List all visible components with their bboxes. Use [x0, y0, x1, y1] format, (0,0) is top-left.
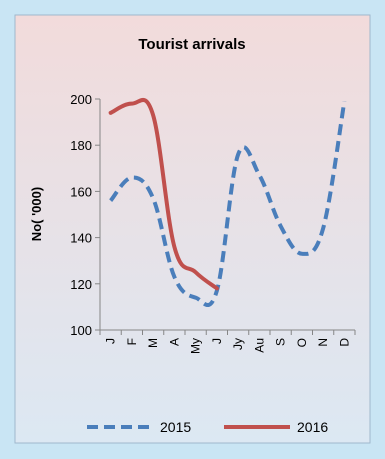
x-tick-label: Au	[252, 338, 266, 353]
axes: 100 120 140 160 180 200 J F M A My J Jy Au S O N D	[70, 92, 356, 354]
chart-area-background	[14, 14, 371, 444]
x-tick-label: S	[274, 338, 288, 346]
legend: 2015 2016	[87, 419, 328, 435]
y-axis-label: No( '000)	[29, 187, 44, 241]
data-point-2015	[130, 176, 134, 180]
legend-label-2015: 2015	[160, 419, 191, 435]
data-point-2015	[172, 275, 176, 279]
data-point-2015	[109, 199, 113, 203]
series-line-2016	[108, 97, 219, 291]
y-tick-label: 160	[70, 184, 92, 199]
y-tick-label: 100	[70, 323, 92, 338]
x-tick-label: M	[146, 338, 160, 348]
series-layer	[108, 97, 347, 307]
data-point-2015	[194, 296, 198, 300]
y-tick-label: 140	[70, 231, 92, 246]
chart-title: Tourist arrivals	[138, 36, 245, 53]
y-tick-label: 200	[70, 92, 92, 107]
x-tick-label: J	[210, 338, 224, 344]
data-point-2016	[109, 111, 113, 115]
x-tick-label: J	[104, 338, 118, 344]
x-tick-label: A	[167, 338, 181, 346]
data-point-2015	[300, 252, 304, 256]
data-point-2015	[321, 226, 325, 230]
x-tick-label: D	[337, 338, 351, 347]
data-point-2016	[151, 113, 155, 117]
y-tick-label: 180	[70, 138, 92, 153]
x-tick-label: My	[189, 338, 203, 354]
x-tick-label: F	[125, 338, 139, 345]
data-point-2015	[151, 196, 155, 200]
x-tick-label: Jy	[231, 338, 245, 350]
data-point-2015	[236, 152, 240, 156]
data-point-2016	[194, 270, 198, 274]
data-point-2015	[257, 173, 261, 177]
data-point-2015	[342, 99, 346, 103]
data-point-2016	[172, 245, 176, 249]
x-tick-label: O	[295, 338, 309, 347]
data-point-2016	[215, 286, 219, 290]
legend-label-2016: 2016	[297, 419, 328, 435]
y-tick-label: 120	[70, 277, 92, 292]
data-point-2016	[130, 102, 134, 106]
data-point-2015	[279, 224, 283, 228]
x-tick-label: N	[316, 338, 330, 347]
